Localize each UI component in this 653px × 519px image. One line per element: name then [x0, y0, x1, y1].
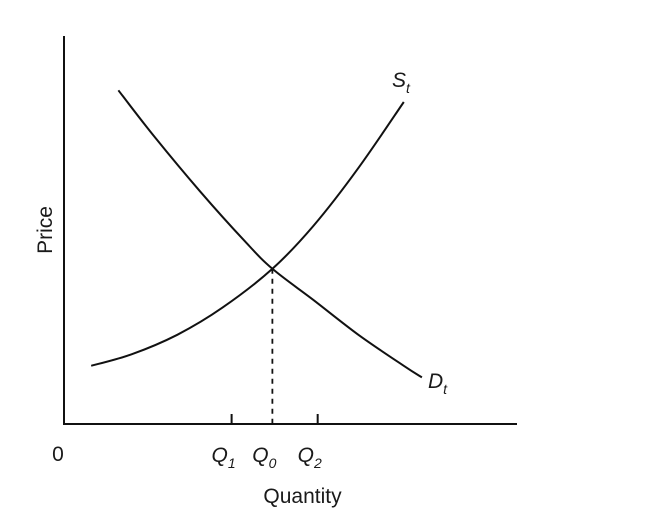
tick-label-q1: Q1	[212, 444, 236, 471]
tick-label-q2-main: Q	[298, 444, 314, 467]
supply-label-sub: t	[406, 80, 411, 96]
tick-label-q2: Q2	[298, 444, 322, 471]
axes	[63, 36, 517, 425]
tick-label-q0-main: Q	[252, 444, 268, 467]
supply-label-main: S	[392, 69, 406, 92]
origin-label: 0	[52, 443, 64, 466]
demand-label-sub: t	[443, 381, 448, 397]
tick-label-q2-sub: 2	[313, 455, 322, 471]
x-axis-label: Quantity	[263, 485, 342, 508]
tick-label-q0-sub: 0	[269, 455, 277, 471]
supply-label: St	[392, 69, 411, 96]
demand-curve	[117, 89, 423, 379]
plot-area	[63, 36, 517, 425]
demand-label: Dt	[428, 370, 448, 397]
tick-label-q0: Q0	[252, 444, 276, 471]
demand-label-main: D	[428, 370, 443, 393]
supply-curve	[90, 101, 405, 367]
y-axis-label: Price	[34, 206, 57, 254]
tick-label-q1-sub: 1	[228, 455, 236, 471]
tick-label-q1-main: Q	[212, 444, 228, 467]
